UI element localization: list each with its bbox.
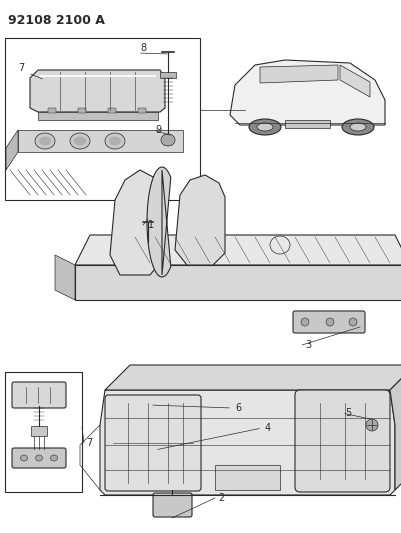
Ellipse shape bbox=[300, 318, 308, 326]
FancyBboxPatch shape bbox=[292, 311, 364, 333]
Text: 6: 6 bbox=[235, 403, 241, 413]
Text: 7: 7 bbox=[86, 438, 92, 448]
Ellipse shape bbox=[74, 136, 86, 146]
Bar bbox=[38, 112, 158, 120]
Polygon shape bbox=[229, 60, 384, 125]
Text: 8: 8 bbox=[140, 43, 146, 53]
Bar bbox=[138, 108, 146, 113]
Polygon shape bbox=[389, 365, 401, 490]
Polygon shape bbox=[259, 65, 337, 83]
Polygon shape bbox=[55, 255, 75, 300]
Bar bbox=[31, 426, 47, 436]
FancyBboxPatch shape bbox=[294, 390, 389, 492]
Ellipse shape bbox=[109, 136, 121, 146]
Bar bbox=[5, 372, 82, 492]
Ellipse shape bbox=[70, 133, 90, 149]
Bar bbox=[48, 108, 56, 113]
Ellipse shape bbox=[248, 119, 280, 135]
Text: 2: 2 bbox=[217, 493, 224, 503]
Bar bbox=[160, 72, 176, 78]
Polygon shape bbox=[105, 365, 401, 390]
Polygon shape bbox=[147, 167, 170, 277]
Text: 1: 1 bbox=[148, 220, 154, 230]
Ellipse shape bbox=[105, 133, 125, 149]
Text: 4: 4 bbox=[264, 423, 270, 433]
Ellipse shape bbox=[256, 123, 272, 131]
Ellipse shape bbox=[35, 133, 55, 149]
Text: 7: 7 bbox=[18, 63, 24, 73]
Bar bbox=[108, 108, 116, 113]
Ellipse shape bbox=[51, 455, 57, 461]
Ellipse shape bbox=[160, 134, 174, 146]
Ellipse shape bbox=[348, 318, 356, 326]
Bar bbox=[78, 108, 86, 113]
FancyBboxPatch shape bbox=[12, 382, 66, 408]
Bar bbox=[215, 465, 279, 490]
FancyBboxPatch shape bbox=[105, 395, 200, 491]
Text: 9: 9 bbox=[155, 125, 161, 135]
Polygon shape bbox=[110, 170, 162, 275]
Ellipse shape bbox=[39, 136, 51, 146]
Ellipse shape bbox=[20, 455, 27, 461]
Ellipse shape bbox=[341, 119, 373, 135]
Polygon shape bbox=[100, 390, 394, 495]
Polygon shape bbox=[339, 65, 369, 97]
Ellipse shape bbox=[365, 419, 377, 431]
Ellipse shape bbox=[35, 455, 43, 461]
Polygon shape bbox=[174, 175, 225, 265]
Polygon shape bbox=[6, 130, 18, 170]
Polygon shape bbox=[75, 265, 401, 300]
Polygon shape bbox=[30, 70, 164, 112]
Text: 5: 5 bbox=[344, 408, 350, 418]
Text: 3: 3 bbox=[304, 340, 310, 350]
Bar bbox=[284, 120, 329, 128]
Bar bbox=[5, 38, 200, 200]
Text: 92108 2100 A: 92108 2100 A bbox=[8, 14, 105, 27]
FancyBboxPatch shape bbox=[153, 493, 192, 517]
Ellipse shape bbox=[325, 318, 333, 326]
Polygon shape bbox=[75, 235, 401, 265]
Ellipse shape bbox=[349, 123, 365, 131]
FancyBboxPatch shape bbox=[12, 448, 66, 468]
Bar bbox=[18, 130, 182, 152]
